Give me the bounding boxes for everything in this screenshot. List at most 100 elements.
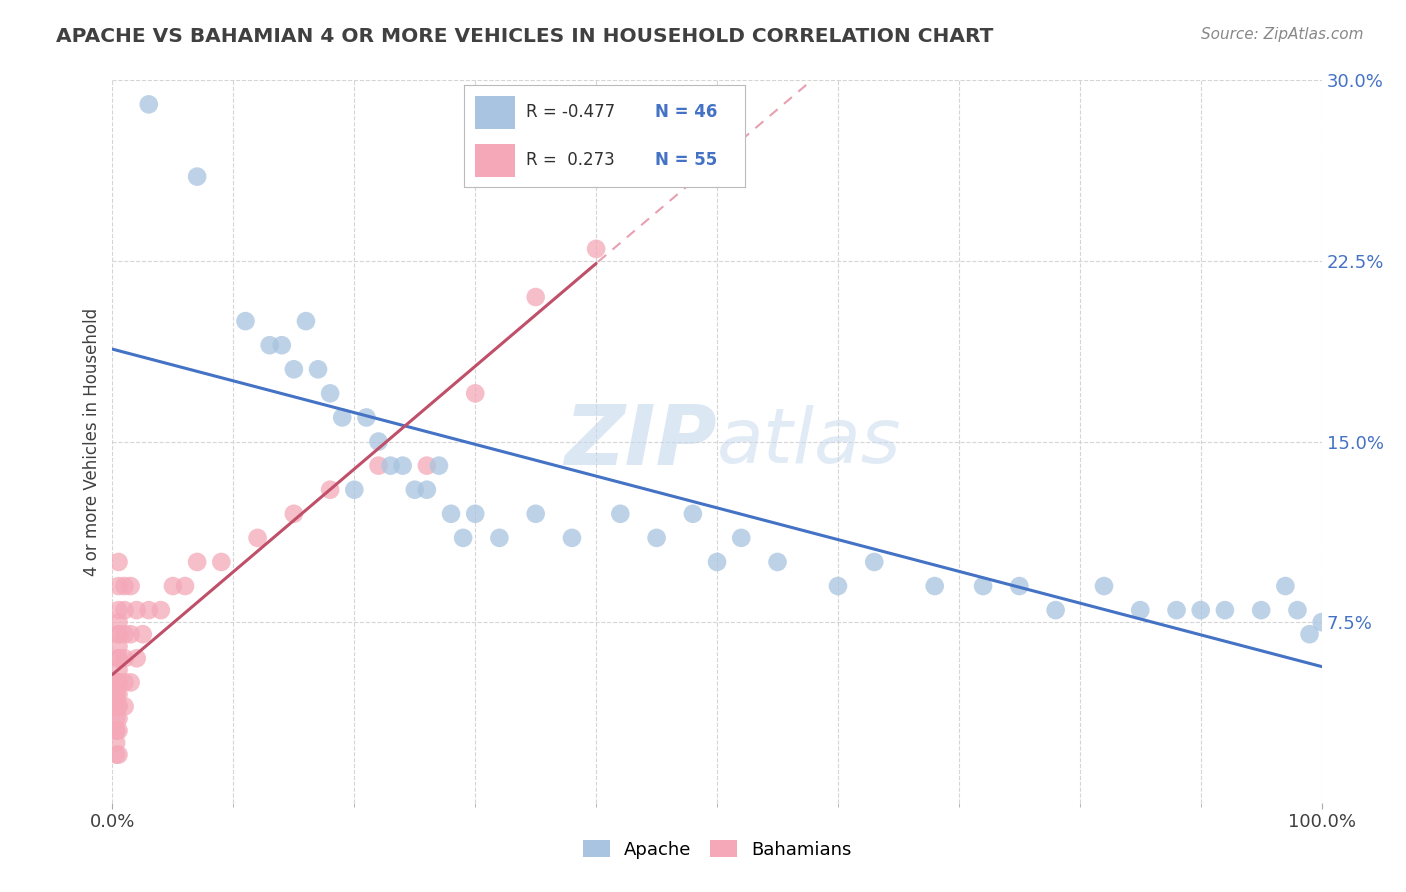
Point: [114, 579, 136, 593]
Point: [283, 507, 305, 521]
Point: [162, 579, 184, 593]
Point: [107, 675, 129, 690]
Y-axis label: 4 or more Vehicles in Household: 4 or more Vehicles in Household: [83, 308, 101, 575]
Point: [609, 507, 631, 521]
Point: [706, 555, 728, 569]
Point: [1310, 615, 1333, 630]
Point: [1298, 627, 1320, 641]
Point: [524, 507, 547, 521]
Point: [105, 723, 128, 738]
Bar: [475, 96, 515, 128]
Point: [107, 723, 129, 738]
Point: [863, 555, 886, 569]
Text: atlas: atlas: [717, 405, 901, 478]
Point: [105, 712, 128, 726]
Point: [125, 603, 148, 617]
Bar: [475, 145, 515, 177]
Point: [174, 579, 197, 593]
Point: [107, 699, 129, 714]
Point: [105, 675, 128, 690]
Point: [107, 615, 129, 630]
Point: [235, 314, 257, 328]
Point: [105, 699, 128, 714]
Point: [186, 555, 208, 569]
Point: [416, 458, 439, 473]
Point: [209, 555, 232, 569]
Point: [451, 531, 474, 545]
Point: [1189, 603, 1212, 617]
Point: [367, 434, 389, 449]
Point: [149, 603, 172, 617]
Point: [1166, 603, 1188, 617]
Point: [1045, 603, 1067, 617]
Point: [105, 699, 128, 714]
Point: [105, 687, 128, 701]
Point: [972, 579, 994, 593]
Text: ZIP: ZIP: [564, 401, 717, 482]
Legend: Apache, Bahamians: Apache, Bahamians: [575, 833, 859, 866]
Point: [138, 97, 160, 112]
Point: [132, 627, 155, 641]
Text: APACHE VS BAHAMIAN 4 OR MORE VEHICLES IN HOUSEHOLD CORRELATION CHART: APACHE VS BAHAMIAN 4 OR MORE VEHICLES IN…: [56, 27, 994, 45]
Point: [380, 458, 402, 473]
Point: [319, 386, 342, 401]
Point: [138, 603, 160, 617]
Point: [766, 555, 789, 569]
Point: [107, 639, 129, 653]
Point: [270, 338, 292, 352]
Point: [105, 687, 128, 701]
Point: [416, 483, 439, 497]
Point: [107, 579, 129, 593]
Point: [1286, 603, 1309, 617]
Point: [186, 169, 208, 184]
Point: [1213, 603, 1236, 617]
Point: [259, 338, 281, 352]
Point: [105, 735, 128, 749]
Point: [1129, 603, 1152, 617]
Point: [524, 290, 547, 304]
Point: [295, 314, 318, 328]
Point: [1092, 579, 1115, 593]
Point: [105, 675, 128, 690]
Point: [120, 579, 142, 593]
Point: [391, 458, 413, 473]
Point: [120, 675, 142, 690]
Point: [319, 483, 342, 497]
Point: [307, 362, 329, 376]
Point: [107, 712, 129, 726]
Point: [464, 386, 486, 401]
Point: [488, 531, 510, 545]
Point: [107, 747, 129, 762]
Point: [585, 242, 607, 256]
Point: [1008, 579, 1031, 593]
Point: [561, 531, 583, 545]
Point: [107, 664, 129, 678]
Text: N = 55: N = 55: [655, 151, 717, 169]
Text: R =  0.273: R = 0.273: [526, 151, 614, 169]
Point: [114, 675, 136, 690]
Point: [107, 627, 129, 641]
Point: [107, 651, 129, 665]
Point: [827, 579, 849, 593]
Point: [367, 458, 389, 473]
Point: [120, 627, 142, 641]
Point: [105, 747, 128, 762]
Point: [343, 483, 366, 497]
Point: [464, 507, 486, 521]
Point: [125, 651, 148, 665]
Text: R = -0.477: R = -0.477: [526, 103, 614, 121]
Point: [283, 362, 305, 376]
Point: [682, 507, 704, 521]
Point: [114, 627, 136, 641]
Point: [440, 507, 463, 521]
Point: [107, 627, 129, 641]
Point: [114, 651, 136, 665]
Point: [645, 531, 668, 545]
Point: [330, 410, 353, 425]
Point: [107, 687, 129, 701]
Point: [105, 723, 128, 738]
Point: [107, 651, 129, 665]
Point: [1250, 603, 1272, 617]
Point: [107, 675, 129, 690]
Point: [246, 531, 269, 545]
